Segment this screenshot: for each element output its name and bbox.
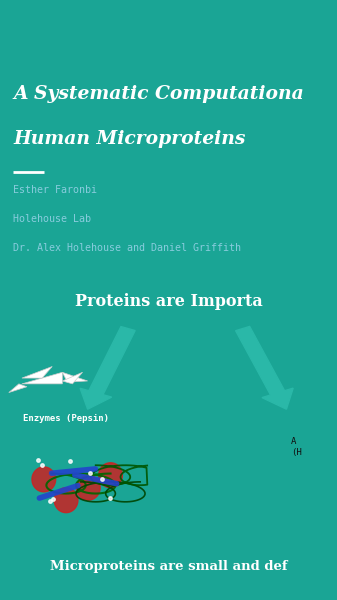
Text: Human Microproteins: Human Microproteins xyxy=(13,130,246,148)
Polygon shape xyxy=(62,372,83,384)
FancyArrow shape xyxy=(236,326,293,409)
Polygon shape xyxy=(76,475,100,500)
Polygon shape xyxy=(22,367,52,378)
Polygon shape xyxy=(32,467,56,492)
Text: Holehouse Lab: Holehouse Lab xyxy=(13,214,91,224)
Text: A
(H: A (H xyxy=(291,437,302,457)
Text: Enzymes (Pepsin): Enzymes (Pepsin) xyxy=(23,413,109,422)
FancyArrow shape xyxy=(80,326,135,409)
Polygon shape xyxy=(99,463,122,488)
Polygon shape xyxy=(9,384,27,392)
Polygon shape xyxy=(22,372,62,384)
Text: Dr. Alex Holehouse and Daniel Griffith: Dr. Alex Holehouse and Daniel Griffith xyxy=(13,243,242,253)
Text: Esther Faronbi: Esther Faronbi xyxy=(13,185,97,195)
Polygon shape xyxy=(54,488,78,512)
Text: Proteins are Importa: Proteins are Importa xyxy=(74,293,263,310)
Text: Microproteins are small and def: Microproteins are small and def xyxy=(50,560,287,573)
Text: A Systematic Computationa: A Systematic Computationa xyxy=(13,85,304,103)
Polygon shape xyxy=(62,372,88,382)
